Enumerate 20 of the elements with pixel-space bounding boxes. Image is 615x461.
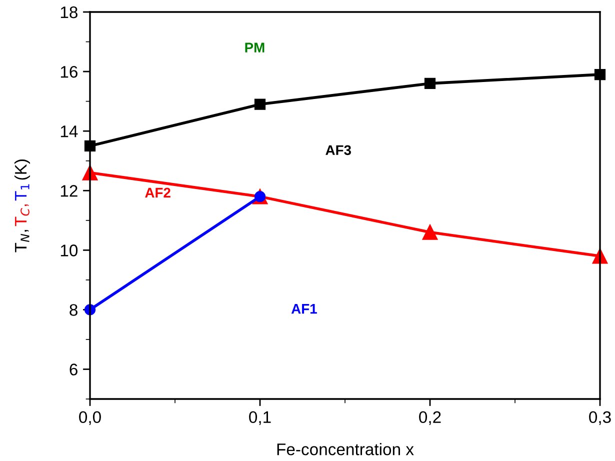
- annotation: AF3: [326, 145, 351, 156]
- annotation: AF2: [145, 188, 170, 198]
- point: [254, 98, 266, 110]
- point: [424, 78, 436, 89]
- y-tick-label: 18: [60, 6, 78, 18]
- y-tick-label: 16: [60, 66, 78, 78]
- y-tick-label: 8: [70, 304, 78, 316]
- x-tick-label: 0,3: [589, 411, 611, 426]
- y-tick-label: 10: [60, 244, 78, 256]
- x-tick-label: 0,0: [79, 411, 101, 426]
- annotation: AF1: [291, 304, 317, 314]
- annotation: PM: [245, 42, 264, 52]
- y-tick-label: 12: [60, 185, 78, 197]
- point: [422, 224, 438, 240]
- text: T$_{N}$, T$_{C}$, T$_{1}$ (K): [14, 160, 30, 252]
- x-axis-title: Fe-concentration x: [277, 443, 414, 456]
- y-tick-label: 14: [60, 126, 78, 138]
- y-tick-label: 6: [70, 364, 78, 376]
- x-tick-label: 0,2: [419, 411, 441, 426]
- x-tick-label: 0,1: [249, 411, 271, 426]
